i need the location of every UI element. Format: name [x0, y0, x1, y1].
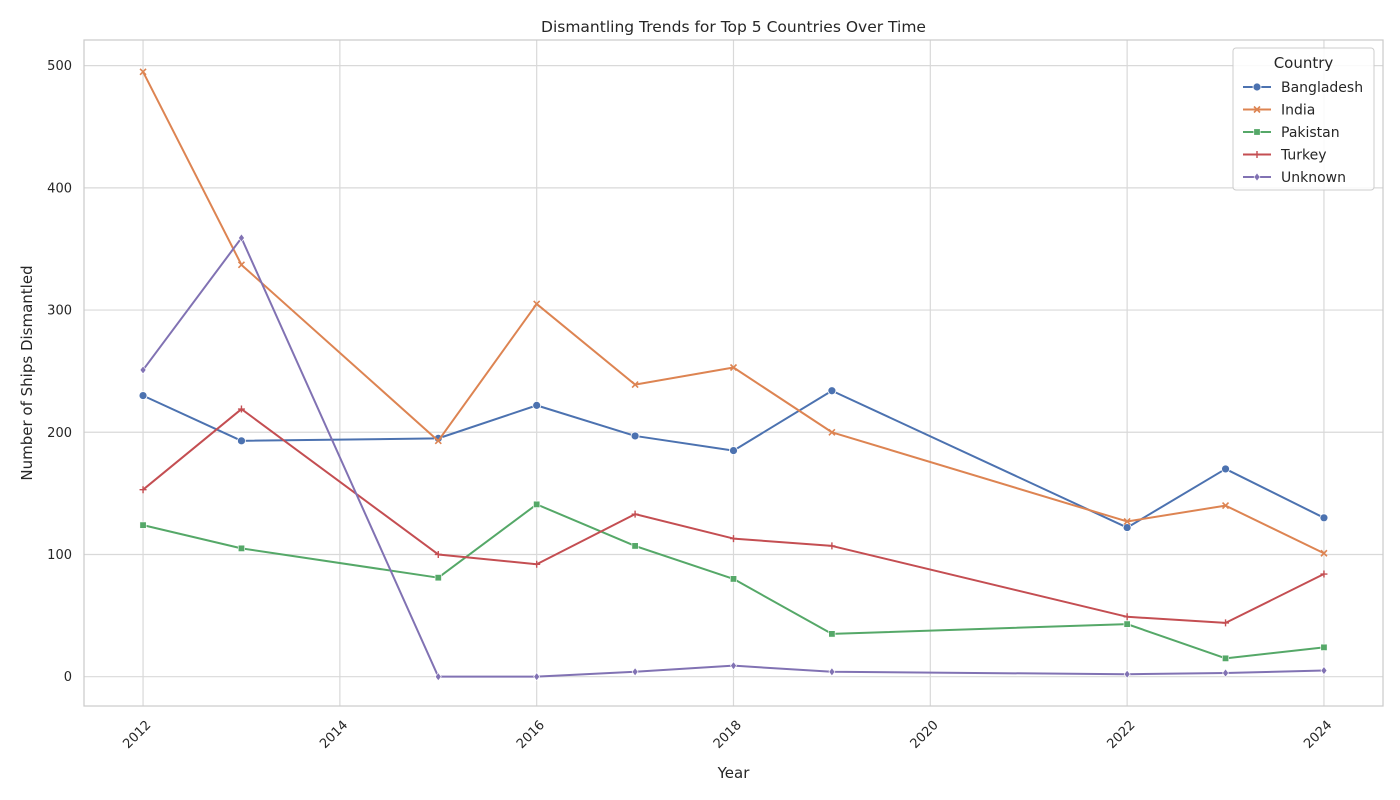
- data-point-turkey-2016: [533, 560, 541, 568]
- data-point-turkey-2013: [237, 405, 245, 413]
- data-point-bangladesh-2022: [1122, 523, 1132, 532]
- data-point-pakistan-2024: [1320, 643, 1328, 651]
- series-lines: [138, 68, 1329, 682]
- legend-item-turkey: Turkey: [1243, 148, 1327, 164]
- data-point-bangladesh-2016: [532, 400, 542, 410]
- data-point-pakistan-2017: [631, 542, 639, 550]
- data-point-unknown-2022: [1123, 669, 1131, 679]
- data-point-unknown-2013: [238, 233, 245, 243]
- chart-title: Dismantling Trends for Top 5 Countries O…: [541, 18, 926, 36]
- data-point-pakistan-2016: [533, 500, 541, 508]
- data-point-bangladesh-2023: [1221, 464, 1230, 474]
- data-point-unknown-2018: [730, 661, 737, 671]
- series-unknown: [139, 233, 1328, 682]
- data-point-unknown-2017: [631, 667, 639, 677]
- data-point-india-2017: [631, 381, 639, 389]
- legend-marker-india: [1253, 105, 1261, 114]
- x-axis-label: Year: [717, 764, 751, 782]
- grid: [84, 40, 1383, 706]
- data-point-unknown-2016: [533, 672, 541, 682]
- series-pakistan: [139, 500, 1328, 662]
- data-point-india-2013: [237, 261, 246, 269]
- data-point-turkey-2022: [1123, 613, 1131, 621]
- series-line-pakistan: [142, 503, 1325, 660]
- data-point-turkey-2017: [631, 510, 639, 518]
- y-axis-label: Number of Ships Dismantled: [18, 265, 36, 480]
- data-point-pakistan-2019: [828, 630, 836, 638]
- data-point-unknown-2019: [828, 667, 836, 677]
- data-point-india-2018: [729, 363, 738, 372]
- y-tick-label-3: 300: [47, 304, 72, 319]
- data-point-pakistan-2015: [434, 574, 442, 582]
- data-point-india-2023: [1221, 502, 1230, 510]
- series-line-bangladesh: [142, 389, 1325, 529]
- data-point-bangladesh-2019: [827, 386, 837, 396]
- y-tick-label-1: 100: [47, 548, 72, 563]
- legend-item-india: India: [1243, 103, 1315, 119]
- data-point-india-2012: [139, 68, 147, 76]
- legend-label-pakistan: Pakistan: [1281, 125, 1340, 141]
- data-point-india-2024: [1320, 549, 1328, 557]
- data-point-unknown-2012: [139, 365, 147, 375]
- data-point-unknown-2023: [1222, 668, 1229, 678]
- legend-marker-pakistan: [1253, 128, 1261, 136]
- data-point-india-2015: [434, 437, 442, 445]
- data-point-bangladesh-2017: [630, 431, 640, 441]
- series-line-india: [142, 71, 1325, 555]
- legend-item-pakistan: Pakistan: [1243, 125, 1340, 141]
- series-india: [139, 68, 1328, 557]
- data-point-bangladesh-2024: [1319, 513, 1329, 523]
- data-point-turkey-2023: [1222, 619, 1230, 627]
- data-point-bangladesh-2013: [237, 436, 246, 446]
- legend-item-unknown: Unknown: [1243, 170, 1346, 186]
- legend-marker-unknown: [1253, 172, 1261, 182]
- data-point-unknown-2015: [434, 672, 442, 682]
- y-tick-label-0: 0: [64, 670, 72, 685]
- legend-title: Country: [1274, 54, 1334, 72]
- y-tick-label-2: 200: [47, 426, 72, 441]
- legend: Country Bangladesh India Pakistan Turkey Unk…: [1232, 47, 1375, 191]
- data-point-pakistan-2013: [237, 544, 245, 552]
- data-point-pakistan-2023: [1222, 654, 1230, 662]
- legend-marker-bangladesh: [1252, 82, 1262, 92]
- series-line-turkey: [142, 408, 1325, 624]
- series-turkey: [139, 405, 1328, 627]
- data-point-pakistan-2022: [1123, 620, 1131, 628]
- legend-label-india: India: [1281, 103, 1315, 119]
- plot-area-border: [83, 39, 1384, 707]
- data-point-turkey-2018: [730, 535, 737, 543]
- legend-item-bangladesh: Bangladesh: [1243, 80, 1363, 96]
- legend-label-unknown: Unknown: [1281, 170, 1346, 186]
- data-point-bangladesh-2012: [138, 391, 148, 401]
- legend-label-bangladesh: Bangladesh: [1281, 80, 1363, 96]
- legend-label-turkey: Turkey: [1280, 148, 1327, 164]
- y-tick-label-5: 500: [47, 59, 72, 74]
- data-point-turkey-2015: [434, 550, 442, 558]
- data-point-turkey-2012: [139, 486, 147, 494]
- data-point-pakistan-2018: [729, 575, 737, 583]
- data-point-turkey-2024: [1320, 570, 1328, 578]
- legend-marker-turkey: [1253, 151, 1261, 158]
- series-bangladesh: [138, 386, 1329, 532]
- y-tick-label-4: 400: [47, 181, 72, 196]
- data-point-india-2019: [828, 428, 836, 436]
- data-point-bangladesh-2018: [729, 446, 738, 455]
- data-point-turkey-2019: [828, 542, 836, 550]
- data-point-pakistan-2012: [139, 521, 147, 529]
- data-point-india-2022: [1123, 517, 1131, 526]
- data-point-india-2016: [533, 300, 541, 308]
- series-line-unknown: [142, 236, 1324, 678]
- data-point-unknown-2024: [1320, 666, 1328, 676]
